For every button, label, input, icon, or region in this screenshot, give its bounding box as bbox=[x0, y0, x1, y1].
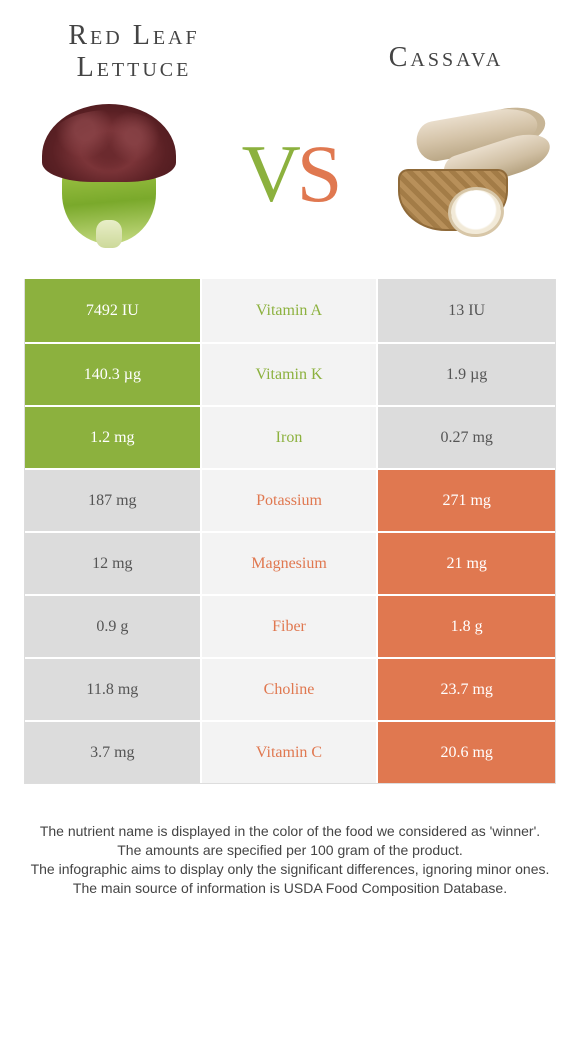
left-value-cell: 12 mg bbox=[25, 533, 202, 594]
right-value-cell: 0.27 mg bbox=[378, 407, 555, 468]
table-row: 7492 IUVitamin A13 IU bbox=[25, 279, 555, 342]
right-value-cell: 271 mg bbox=[378, 470, 555, 531]
nutrient-name-cell: Potassium bbox=[202, 470, 379, 531]
table-row: 12 mgMagnesium21 mg bbox=[25, 531, 555, 594]
footer-line: The nutrient name is displayed in the co… bbox=[30, 822, 550, 841]
nutrient-name-cell: Fiber bbox=[202, 596, 379, 657]
footer-notes: The nutrient name is displayed in the co… bbox=[24, 822, 556, 898]
right-value-cell: 13 IU bbox=[378, 279, 555, 342]
left-value-cell: 3.7 mg bbox=[25, 722, 202, 783]
left-value-cell: 140.3 µg bbox=[25, 344, 202, 405]
right-food-image bbox=[386, 96, 556, 251]
lettuce-icon bbox=[34, 104, 184, 244]
vs-s: S bbox=[297, 127, 339, 221]
footer-line: The main source of information is USDA F… bbox=[30, 879, 550, 898]
table-row: 3.7 mgVitamin C20.6 mg bbox=[25, 720, 555, 783]
nutrient-name-cell: Vitamin C bbox=[202, 722, 379, 783]
left-value-cell: 11.8 mg bbox=[25, 659, 202, 720]
right-value-cell: 21 mg bbox=[378, 533, 555, 594]
images-row: VS bbox=[24, 96, 556, 251]
table-row: 11.8 mgCholine23.7 mg bbox=[25, 657, 555, 720]
header: Red Leaf Lettuce Cassava bbox=[24, 20, 556, 84]
nutrient-name-cell: Vitamin A bbox=[202, 279, 379, 342]
vs-label: VS bbox=[242, 127, 339, 221]
left-value-cell: 187 mg bbox=[25, 470, 202, 531]
cassava-icon bbox=[386, 109, 556, 239]
nutrient-table: 7492 IUVitamin A13 IU140.3 µgVitamin K1.… bbox=[24, 279, 556, 784]
left-value-cell: 0.9 g bbox=[25, 596, 202, 657]
right-value-cell: 23.7 mg bbox=[378, 659, 555, 720]
left-value-cell: 7492 IU bbox=[25, 279, 202, 342]
right-food-title: Cassava bbox=[336, 42, 556, 74]
left-value-cell: 1.2 mg bbox=[25, 407, 202, 468]
table-row: 187 mgPotassium271 mg bbox=[25, 468, 555, 531]
right-value-cell: 20.6 mg bbox=[378, 722, 555, 783]
table-row: 140.3 µgVitamin K1.9 µg bbox=[25, 342, 555, 405]
left-food-image bbox=[24, 96, 194, 251]
table-row: 1.2 mgIron0.27 mg bbox=[25, 405, 555, 468]
footer-line: The amounts are specified per 100 gram o… bbox=[30, 841, 550, 860]
footer-line: The infographic aims to display only the… bbox=[30, 860, 550, 879]
infographic-container: Red Leaf Lettuce Cassava VS 7492 IUVitam… bbox=[0, 0, 580, 918]
vs-v: V bbox=[242, 127, 297, 221]
nutrient-name-cell: Choline bbox=[202, 659, 379, 720]
right-value-cell: 1.9 µg bbox=[378, 344, 555, 405]
left-food-title: Red Leaf Lettuce bbox=[24, 20, 244, 84]
nutrient-name-cell: Iron bbox=[202, 407, 379, 468]
table-row: 0.9 gFiber1.8 g bbox=[25, 594, 555, 657]
nutrient-name-cell: Magnesium bbox=[202, 533, 379, 594]
right-value-cell: 1.8 g bbox=[378, 596, 555, 657]
nutrient-name-cell: Vitamin K bbox=[202, 344, 379, 405]
